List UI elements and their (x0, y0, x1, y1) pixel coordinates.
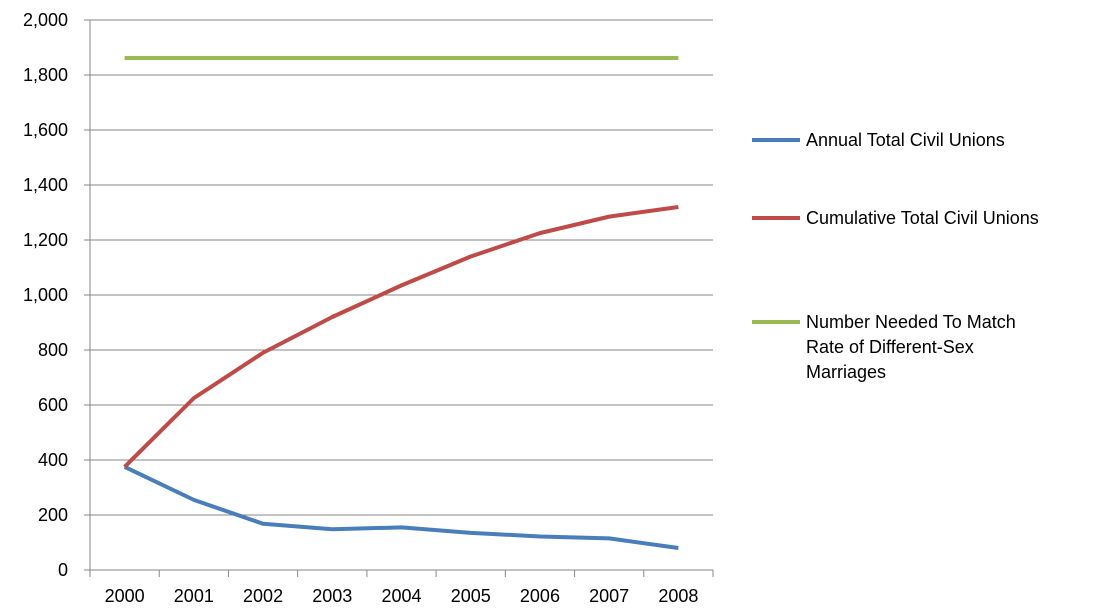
x-axis-tick-labels: 2000 2001 2002 2003 2004 2005 2006 2007 2008 (105, 586, 699, 606)
y-tick-label: 1,800 (23, 65, 68, 85)
y-tick-label: 0 (58, 560, 68, 580)
x-tick-label: 2003 (312, 586, 352, 606)
axes (84, 19, 714, 577)
legend-label: Cumulative Total Civil Unions (806, 208, 1039, 228)
x-tick-label: 2005 (451, 586, 491, 606)
y-tick-label: 200 (38, 505, 68, 525)
x-tick-label: 2001 (174, 586, 214, 606)
series-lines (123, 55, 679, 550)
x-tick-label: 2007 (589, 586, 629, 606)
y-tick-label: 400 (38, 450, 68, 470)
legend: Annual Total Civil Unions Cumulative Tota… (752, 130, 1039, 382)
y-gridlines (90, 19, 713, 516)
y-tick-label: 1,000 (23, 285, 68, 305)
x-tick-label: 2008 (658, 586, 698, 606)
series-line-2 (123, 205, 679, 469)
x-tick-label: 2004 (381, 586, 421, 606)
y-tick-label: 800 (38, 340, 68, 360)
legend-label: Number Needed To Match Rate of Different-… (806, 312, 1016, 382)
x-tick-label: 2006 (520, 586, 560, 606)
y-tick-label: 2,000 (23, 10, 68, 30)
y-tick-label: 1,200 (23, 230, 68, 250)
y-tick-label: 600 (38, 395, 68, 415)
series-line-1 (123, 465, 679, 550)
x-tick-label: 2002 (243, 586, 283, 606)
y-tick-label: 1,400 (23, 175, 68, 195)
y-axis-tick-labels: 0 200 400 600 800 1,000 1,200 1,400 1,600 1,800 2,… (23, 10, 68, 580)
x-tick-label: 2000 (105, 586, 145, 606)
y-tick-label: 1,600 (23, 120, 68, 140)
legend-label: Annual Total Civil Unions (806, 130, 1005, 150)
